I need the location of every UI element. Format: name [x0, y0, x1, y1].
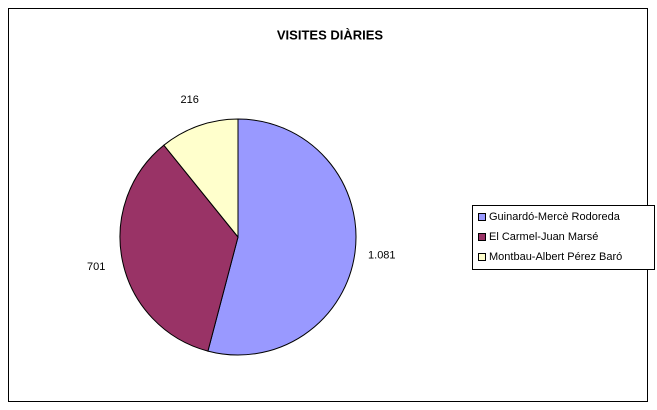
- legend-label: Montbau-Albert Pérez Baró: [489, 251, 622, 263]
- legend-label: El Carmel-Juan Marsé: [489, 231, 598, 243]
- pie-slice: [119, 144, 239, 352]
- legend-swatch: [478, 233, 486, 241]
- pie-slice: [163, 118, 239, 239]
- data-label: 1.081: [368, 250, 396, 262]
- legend-swatch: [478, 213, 486, 221]
- chart-title: VISITES DIÀRIES: [277, 27, 384, 42]
- legend-label: Guinardó-Mercè Rodoreda: [489, 211, 621, 223]
- data-label: 701: [87, 261, 105, 273]
- pie-slice: [207, 118, 357, 356]
- legend-box: [472, 205, 655, 270]
- data-label: 216: [181, 94, 199, 106]
- legend-swatch: [478, 253, 486, 261]
